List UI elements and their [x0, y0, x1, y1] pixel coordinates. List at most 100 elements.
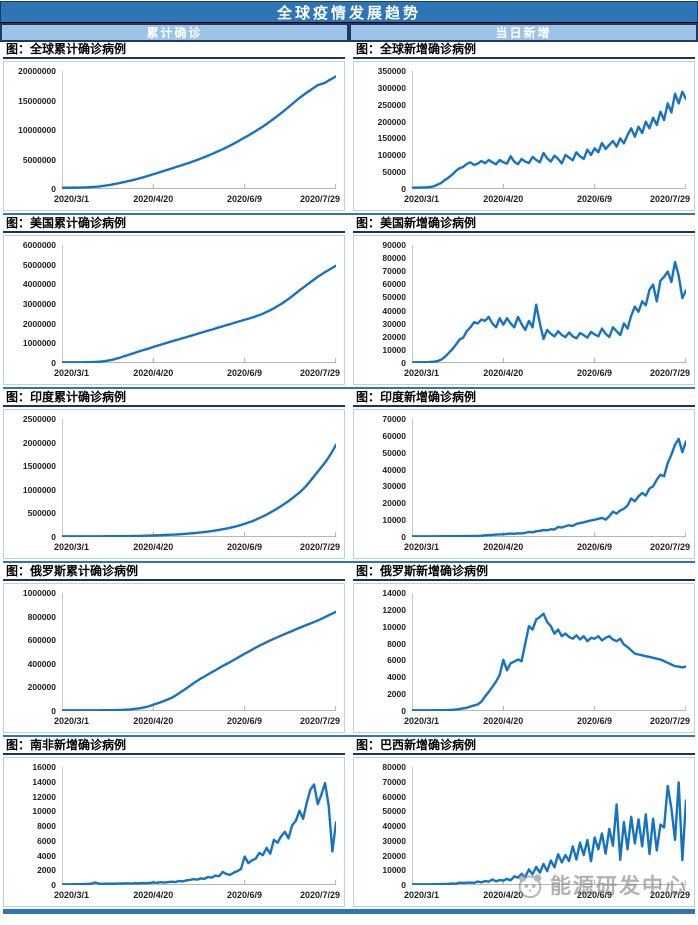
y-tick-label: 400000	[27, 658, 56, 669]
x-tick-label: 2020/7/29	[649, 542, 690, 552]
x-tick-label: 2020/7/29	[299, 890, 340, 900]
chart-cell-southafrica-new: 图：南非新增确诊病例 0 2000 4000 6000 8000 10000 12000 14…	[3, 738, 345, 907]
x-tick-label: 2020/6/9	[226, 890, 262, 900]
x-tick-label: 2020/4/20	[483, 890, 524, 900]
y-tick-label: 6000	[387, 655, 406, 666]
x-axis-labels: 2020/3/1 2020/4/20 2020/6/9 2020/7/29	[404, 890, 690, 903]
y-tick-label: 50000	[382, 167, 406, 178]
y-tick-label: 1000000	[22, 588, 56, 598]
x-tick-label: 2020/7/29	[649, 368, 690, 378]
y-tick-label: 0	[51, 532, 56, 542]
x-tick-label: 2020/4/20	[483, 368, 524, 378]
row-separator	[3, 213, 695, 215]
x-tick-label: 2020/4/20	[133, 716, 174, 726]
y-tick-label: 0	[401, 706, 406, 716]
x-tick-label: 2020/3/1	[404, 542, 440, 552]
y-tick-label: 16000	[32, 762, 56, 772]
x-tick-label: 2020/3/1	[54, 542, 90, 552]
x-tick-label: 2020/3/1	[404, 368, 440, 378]
line-chart-global-cumulative: 0 5000000 10000000 15000000 20000000 2020/3/1…	[3, 61, 345, 211]
y-axis-labels: 0 10000 20000 30000 40000 50000 60000 70000 8000…	[356, 762, 408, 890]
y-tick-label: 2000	[37, 865, 56, 876]
y-tick-label: 20000	[382, 850, 406, 861]
y-tick-label: 80000	[382, 253, 406, 264]
y-tick-label: 90000	[382, 240, 406, 250]
x-tick-label: 2020/7/29	[299, 368, 340, 378]
plot-area	[62, 71, 336, 189]
y-tick-label: 30000	[382, 481, 406, 492]
x-tick-label: 2020/7/29	[649, 716, 690, 726]
y-tick-label: 10000	[382, 515, 406, 526]
y-tick-label: 80000	[382, 762, 406, 772]
y-tick-label: 6000	[37, 835, 56, 846]
chart-grid: 图：全球累计确诊病例 0 5000000 10000000 15000000 20000…	[0, 42, 698, 907]
y-tick-label: 350000	[377, 66, 406, 76]
y-tick-label: 60000	[382, 430, 406, 441]
plot-area	[412, 245, 686, 363]
y-tick-label: 800000	[27, 611, 56, 622]
x-tick-label: 2020/7/29	[299, 542, 340, 552]
y-tick-label: 300000	[377, 82, 406, 93]
chart-title: 图：俄罗斯累计确诊病例	[3, 564, 345, 581]
line-chart-global-new: 0 50000 100000 150000 200000 250000 300000 3500…	[353, 61, 695, 211]
x-tick-label: 2020/4/20	[483, 716, 524, 726]
x-tick-label: 2020/7/29	[299, 194, 340, 204]
line-chart-us-new: 0 10000 20000 30000 40000 50000 60000 70000 8000…	[353, 235, 695, 385]
x-tick-label: 2020/4/20	[483, 542, 524, 552]
y-tick-label: 0	[51, 358, 56, 368]
y-tick-label: 5000000	[22, 154, 56, 165]
y-tick-label: 60000	[382, 791, 406, 802]
y-tick-label: 30000	[382, 318, 406, 329]
x-tick-label: 2020/6/9	[576, 542, 612, 552]
y-tick-label: 8000	[37, 821, 56, 831]
chart-cell-global-cumulative: 图：全球累计确诊病例 0 5000000 10000000 15000000 20000…	[3, 42, 345, 211]
x-axis-labels: 2020/3/1 2020/4/20 2020/6/9 2020/7/29	[404, 368, 690, 381]
plot-area	[412, 593, 686, 711]
chart-title: 图：美国累计确诊病例	[3, 216, 345, 233]
x-tick-label: 2020/3/1	[404, 890, 440, 900]
page-title: 全球疫情发展趋势	[276, 4, 421, 22]
y-tick-label: 10000000	[18, 125, 56, 135]
chart-cell-global-new: 图：全球新增确诊病例 0 50000 100000 150000 200000 25000…	[353, 42, 695, 211]
y-tick-label: 15000000	[18, 95, 56, 106]
chart-cell-india-cumulative: 图：印度累计确诊病例 0 500000 1000000 1500000 2000000 2…	[3, 390, 345, 559]
y-tick-label: 12000	[32, 791, 56, 802]
x-tick-label: 2020/7/29	[299, 716, 340, 726]
y-tick-label: 0	[401, 358, 406, 368]
y-tick-label: 70000	[382, 266, 406, 277]
y-axis-labels: 0 2000 4000 6000 8000 10000 12000 14000	[356, 588, 408, 716]
y-tick-label: 40000	[382, 821, 406, 831]
y-tick-label: 1000000	[22, 484, 56, 495]
line-chart-brazil-new: 0 10000 20000 30000 40000 50000 60000 70000 8000…	[353, 757, 695, 907]
y-tick-label: 0	[401, 880, 406, 890]
x-axis-labels: 2020/3/1 2020/4/20 2020/6/9 2020/7/29	[54, 716, 340, 729]
x-tick-label: 2020/3/1	[54, 194, 90, 204]
bottom-bar	[3, 909, 695, 914]
x-tick-label: 2020/6/9	[226, 716, 262, 726]
x-tick-label: 2020/4/20	[483, 194, 524, 204]
x-tick-label: 2020/6/9	[226, 368, 262, 378]
y-tick-label: 10000	[382, 344, 406, 355]
x-tick-label: 2020/7/29	[649, 194, 690, 204]
y-tick-label: 70000	[382, 414, 406, 424]
x-axis-labels: 2020/3/1 2020/4/20 2020/6/9 2020/7/29	[404, 716, 690, 729]
y-tick-label: 0	[51, 880, 56, 890]
x-tick-label: 2020/4/20	[133, 194, 174, 204]
x-tick-label: 2020/6/9	[576, 890, 612, 900]
x-axis-labels: 2020/3/1 2020/4/20 2020/6/9 2020/7/29	[54, 890, 340, 903]
chart-title: 图：俄罗斯新增确诊病例	[353, 564, 695, 581]
y-tick-label: 4000	[387, 672, 406, 683]
y-tick-label: 14000	[32, 776, 56, 787]
y-tick-label: 20000	[382, 498, 406, 509]
x-tick-label: 2020/6/9	[226, 542, 262, 552]
chart-row-1: 图：全球累计确诊病例 0 5000000 10000000 15000000 20000…	[3, 42, 695, 211]
plot-area	[412, 71, 686, 189]
x-tick-label: 2020/6/9	[576, 716, 612, 726]
plot-area	[62, 593, 336, 711]
y-axis-labels: 0 5000000 10000000 15000000 20000000	[6, 66, 58, 194]
y-tick-label: 10000	[382, 621, 406, 632]
y-tick-label: 500000	[27, 508, 56, 519]
x-tick-label: 2020/4/20	[133, 368, 174, 378]
y-axis-labels: 0 10000 20000 30000 40000 50000 60000 70000	[356, 414, 408, 542]
line-chart-russia-new: 0 2000 4000 6000 8000 10000 12000 14000 2020/3/1…	[353, 583, 695, 733]
